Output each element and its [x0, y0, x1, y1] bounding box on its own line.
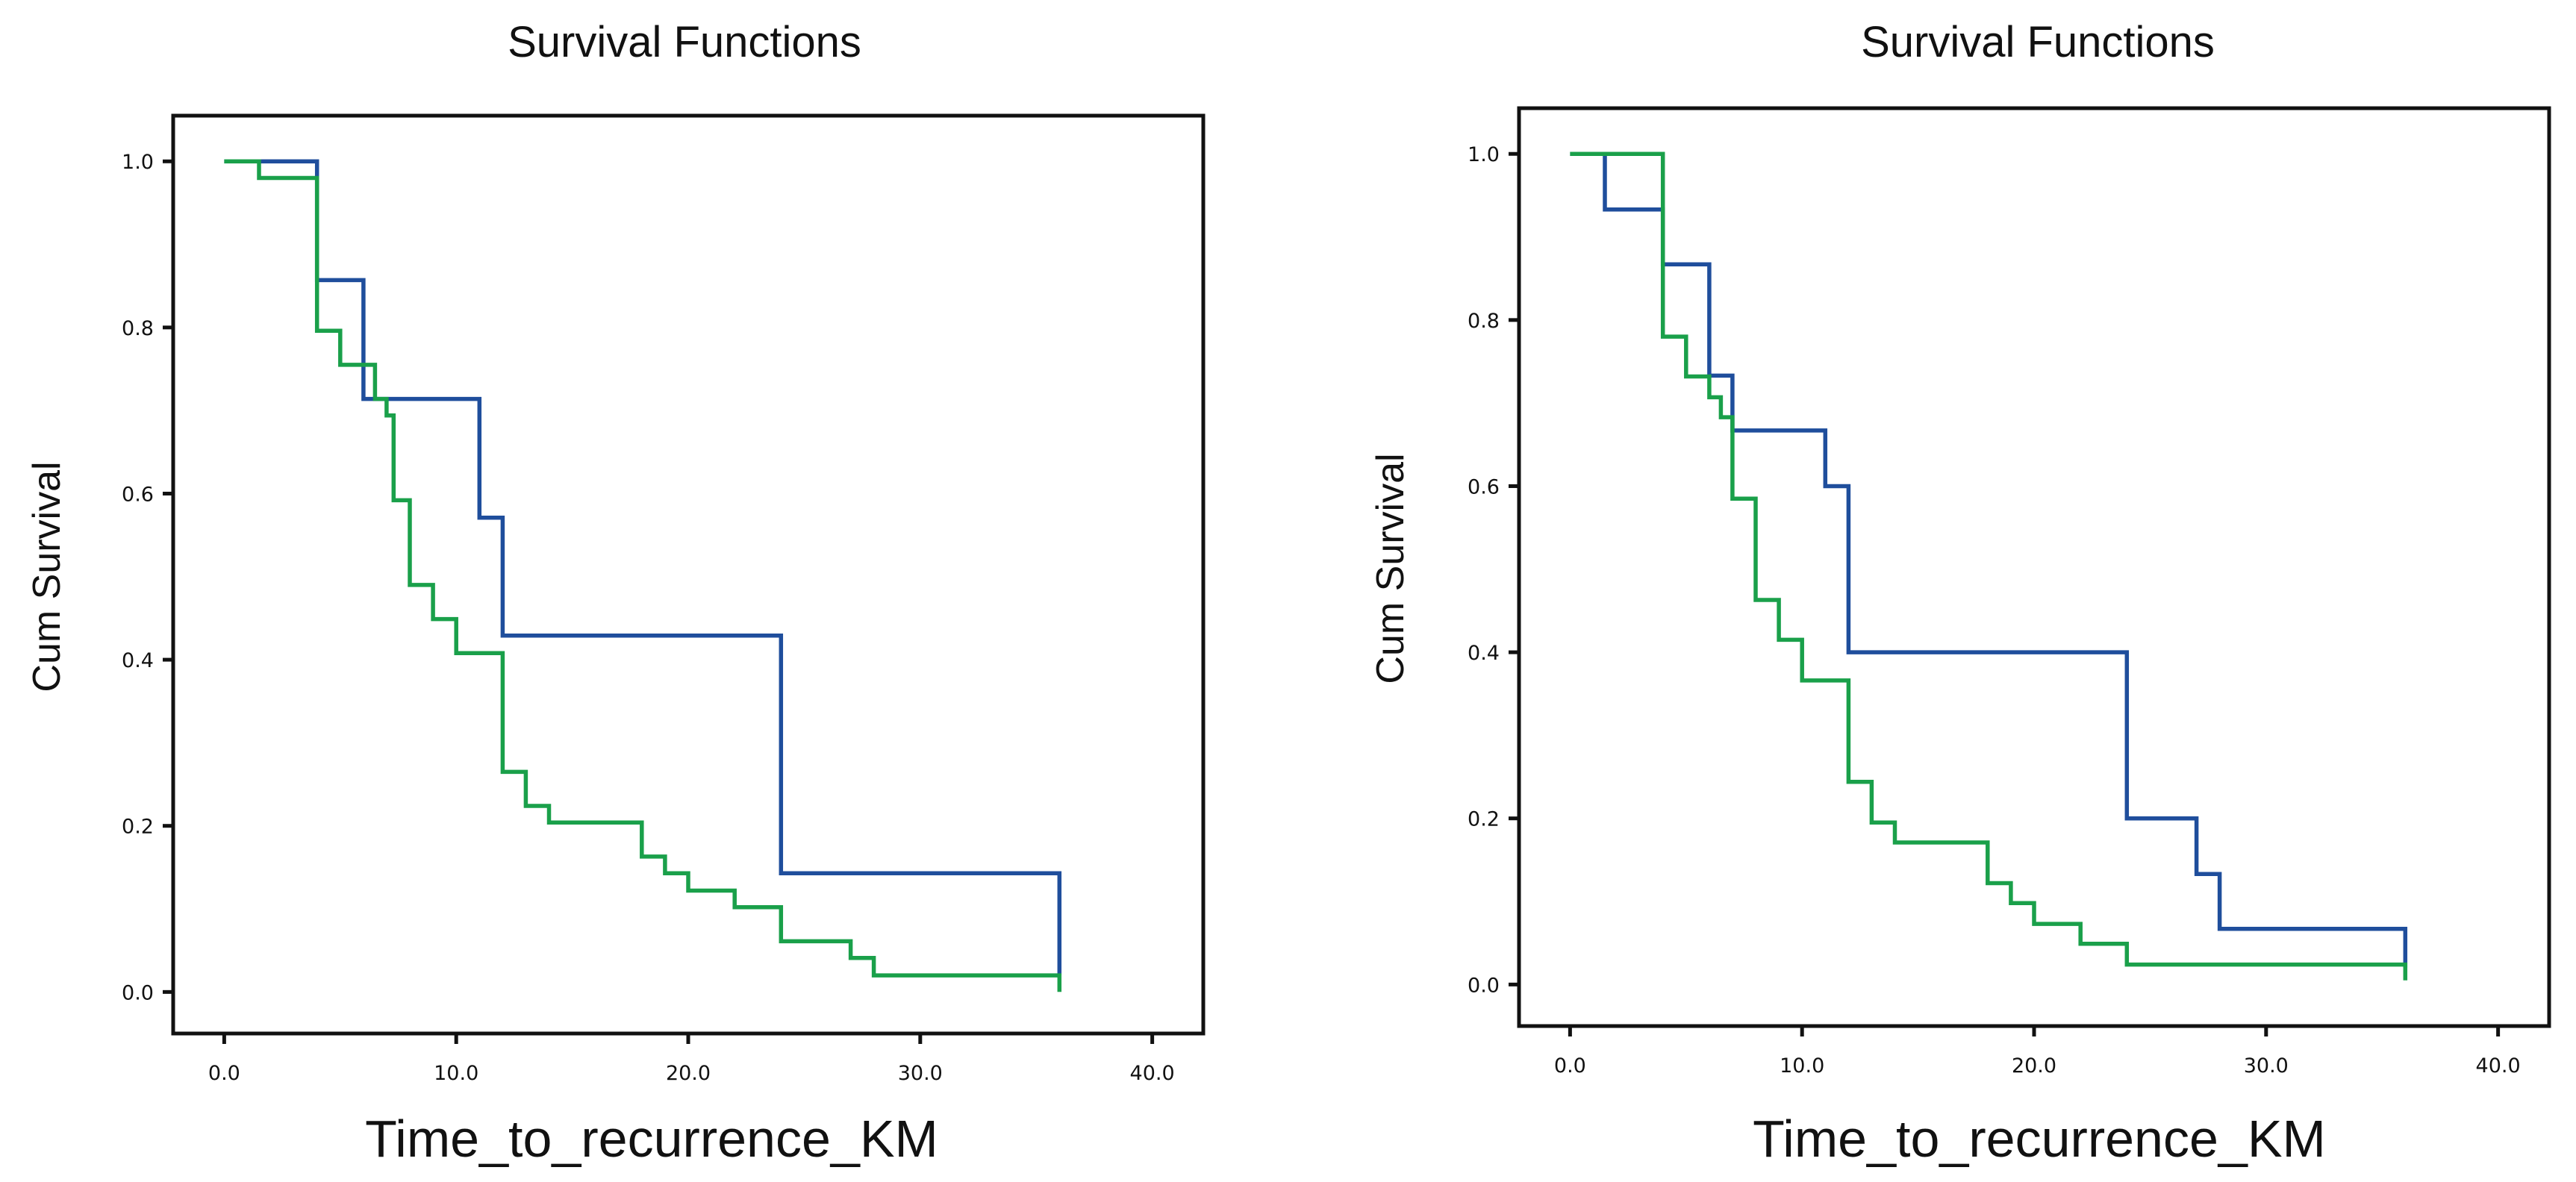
- y-tick-label: 0.6: [1468, 475, 1500, 498]
- x-tick-label: 10.0: [1780, 1054, 1824, 1078]
- x-axis-label: Time_to_recurrence_KM: [365, 1110, 938, 1168]
- y-axis-label: Cum Survival: [25, 461, 69, 692]
- x-tick-label: 20.0: [666, 1062, 711, 1085]
- y-tick-label: 0.2: [1468, 808, 1500, 831]
- x-tick-label: 10.0: [434, 1062, 478, 1085]
- y-tick-label: 0.8: [1468, 310, 1500, 333]
- y-tick-label: 0.4: [122, 649, 154, 672]
- survival-curve-2: [1570, 151, 2408, 981]
- survival-chart-right: Survival Functions Cum Survival Time_to_…: [1369, 18, 2551, 1168]
- x-axis: 0.0 10.0 20.0 30.0 40.0: [1554, 1026, 2521, 1078]
- y-axis: 0.0 0.2 0.4 0.6 0.8 1.0: [122, 151, 173, 1004]
- x-tick-label: 40.0: [1130, 1062, 1175, 1085]
- x-axis: 0.0 10.0 20.0 30.0 40.0: [208, 1034, 1175, 1085]
- chart-title: Survival Functions: [1861, 18, 2215, 66]
- y-tick-label: 0.6: [122, 483, 154, 506]
- x-tick-label: 30.0: [898, 1062, 943, 1085]
- y-tick-label: 0.0: [122, 981, 154, 1004]
- x-tick-label: 0.0: [208, 1062, 240, 1085]
- y-axis-label: Cum Survival: [1369, 453, 1412, 684]
- series-group: [224, 159, 1062, 992]
- y-tick-label: 0.4: [1468, 642, 1500, 665]
- y-tick-label: 1.0: [122, 151, 154, 174]
- x-axis-label: Time_to_recurrence_KM: [1753, 1110, 2326, 1168]
- survival-chart-left: Survival Functions Cum Survival Time_to_…: [25, 18, 1206, 1168]
- y-axis: 0.0 0.2 0.4 0.6 0.8 1.0: [1468, 143, 1519, 997]
- x-tick-label: 20.0: [2012, 1054, 2056, 1078]
- y-tick-label: 1.0: [1468, 143, 1500, 166]
- plot-frame: [171, 113, 1206, 1036]
- x-tick-label: 30.0: [2244, 1054, 2289, 1078]
- series-group: [1570, 151, 2408, 981]
- y-tick-label: 0.8: [122, 317, 154, 340]
- plot-frame: [1517, 106, 2551, 1028]
- x-tick-label: 40.0: [2476, 1054, 2521, 1078]
- y-tick-label: 0.2: [122, 816, 154, 839]
- x-tick-label: 0.0: [1554, 1054, 1586, 1078]
- chart-title: Survival Functions: [508, 18, 861, 66]
- survival-curve-2: [224, 159, 1062, 992]
- y-tick-label: 0.0: [1468, 974, 1500, 997]
